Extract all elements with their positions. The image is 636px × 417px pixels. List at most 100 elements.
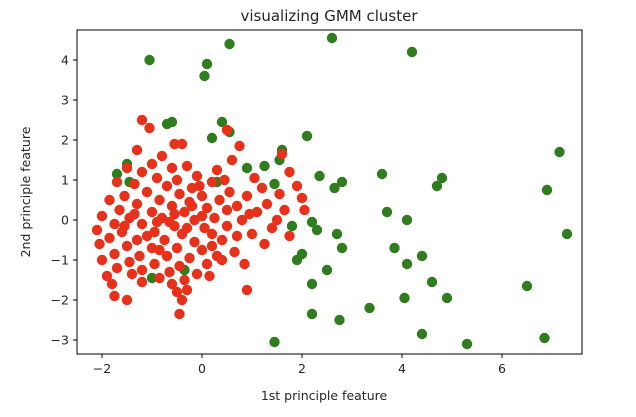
data-point [166, 200, 178, 212]
data-point [406, 46, 418, 58]
data-point [131, 144, 143, 156]
data-point [136, 276, 148, 288]
data-point [244, 208, 255, 220]
data-point [284, 230, 295, 242]
data-point [224, 186, 235, 198]
data-point [284, 166, 295, 178]
data-point [206, 228, 218, 240]
data-point [151, 172, 163, 184]
data-point [216, 254, 228, 266]
data-point [554, 146, 565, 158]
data-point [306, 216, 318, 228]
data-point [296, 248, 308, 260]
data-point [216, 234, 228, 246]
data-point [229, 246, 240, 258]
data-point [161, 180, 173, 192]
data-point [364, 302, 375, 314]
data-point [201, 202, 213, 214]
data-point [194, 180, 205, 192]
data-point [326, 32, 338, 44]
y-tick-label: −3 [51, 333, 69, 348]
data-point [441, 292, 453, 304]
data-point [249, 172, 260, 184]
data-point [399, 292, 410, 304]
data-point [154, 244, 165, 256]
data-point [136, 218, 148, 230]
data-point [101, 270, 113, 282]
data-point [96, 210, 108, 222]
data-point [221, 220, 233, 232]
data-point [156, 150, 168, 162]
data-point [179, 206, 190, 218]
data-point [219, 174, 230, 186]
data-point [236, 214, 248, 226]
data-point [239, 258, 250, 270]
data-point [176, 294, 188, 306]
data-point [121, 240, 133, 252]
data-point [154, 272, 165, 284]
data-point [126, 268, 138, 280]
data-point [121, 162, 133, 174]
data-point [111, 168, 123, 180]
data-point [231, 230, 243, 242]
data-point [224, 38, 235, 50]
y-tick-label: 0 [61, 213, 69, 228]
data-point [196, 244, 208, 256]
data-point [119, 220, 130, 232]
data-point [259, 160, 270, 172]
data-point [209, 212, 220, 224]
data-point [241, 162, 253, 174]
data-point [206, 132, 218, 144]
data-point [174, 308, 185, 320]
data-point [539, 332, 550, 344]
data-point [336, 176, 348, 188]
data-point [269, 178, 280, 190]
data-point [199, 70, 210, 82]
data-point [136, 264, 148, 276]
data-point [299, 204, 310, 216]
data-point [104, 232, 115, 244]
data-point [171, 242, 183, 254]
data-point [191, 170, 203, 182]
y-axis-ticks: −3 −2 −1 0 1 2 3 4 [51, 53, 77, 348]
data-point [334, 314, 345, 326]
data-point [129, 208, 140, 220]
data-point [306, 278, 318, 290]
data-point [146, 206, 158, 218]
data-point [201, 258, 213, 270]
data-point [196, 190, 208, 202]
data-point [401, 214, 413, 226]
data-point [149, 258, 160, 270]
data-point [214, 194, 225, 206]
data-point [226, 154, 238, 166]
data-point [296, 192, 308, 204]
data-point [104, 194, 115, 206]
x-tick-label: 4 [398, 361, 406, 376]
data-point [129, 178, 140, 190]
data-point [114, 204, 125, 216]
plot-frame [76, 29, 583, 355]
data-point [246, 228, 258, 240]
data-point [436, 172, 448, 184]
data-point [336, 242, 348, 254]
data-point [331, 228, 343, 240]
data-point [144, 122, 155, 134]
data-point [146, 158, 158, 170]
data-point [521, 280, 533, 292]
data-point [171, 286, 183, 298]
data-point [426, 276, 438, 288]
data-point [164, 216, 175, 228]
data-point [241, 284, 253, 296]
data-point [291, 180, 303, 192]
data-point [124, 256, 135, 268]
data-point [221, 124, 233, 136]
data-point [171, 174, 183, 186]
data-point [91, 224, 103, 236]
data-point [204, 270, 215, 282]
data-point [256, 182, 268, 194]
data-point [96, 254, 108, 266]
data-point [431, 180, 443, 192]
data-point [279, 204, 290, 216]
data-point [276, 148, 288, 160]
data-point [329, 182, 340, 194]
